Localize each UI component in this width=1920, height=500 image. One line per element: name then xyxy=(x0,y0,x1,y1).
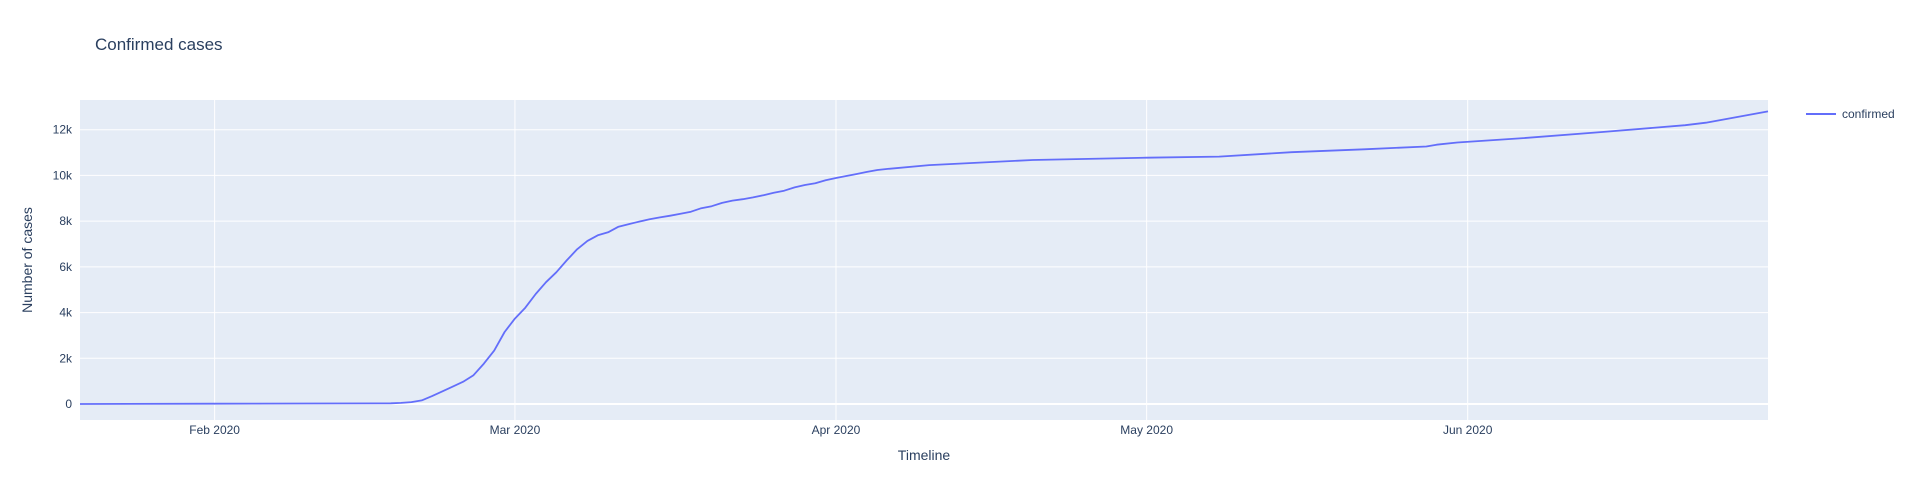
x-tick-label: May 2020 xyxy=(1120,423,1173,437)
gridlines xyxy=(80,100,1768,420)
y-tick-label: 2k xyxy=(59,351,73,365)
y-tick-label: 12k xyxy=(53,123,73,137)
legend-label-confirmed: confirmed xyxy=(1842,107,1895,121)
x-tick-label: Jun 2020 xyxy=(1443,423,1493,437)
y-tick-label: 10k xyxy=(53,168,73,182)
y-tick-label: 8k xyxy=(59,214,73,228)
x-tick-label: Mar 2020 xyxy=(490,423,541,437)
y-axis-title: Number of cases xyxy=(19,207,35,313)
chart-title: Confirmed cases xyxy=(95,35,223,54)
x-axis-ticks: Feb 2020 Mar 2020 Apr 2020 May 2020 Jun 2020 xyxy=(189,423,1492,437)
series-line-confirmed xyxy=(79,110,1769,405)
legend[interactable]: confirmed xyxy=(1806,107,1895,121)
y-tick-label: 0 xyxy=(65,397,72,411)
x-axis-title: Timeline xyxy=(898,447,951,463)
y-axis-ticks: 0 2k 4k 6k 8k 10k 12k xyxy=(53,123,73,411)
series-lines xyxy=(79,110,1769,405)
y-tick-label: 6k xyxy=(59,260,73,274)
y-tick-label: 4k xyxy=(59,306,73,320)
x-tick-label: Apr 2020 xyxy=(812,423,861,437)
x-tick-label: Feb 2020 xyxy=(189,423,240,437)
plot-area xyxy=(80,100,1768,420)
